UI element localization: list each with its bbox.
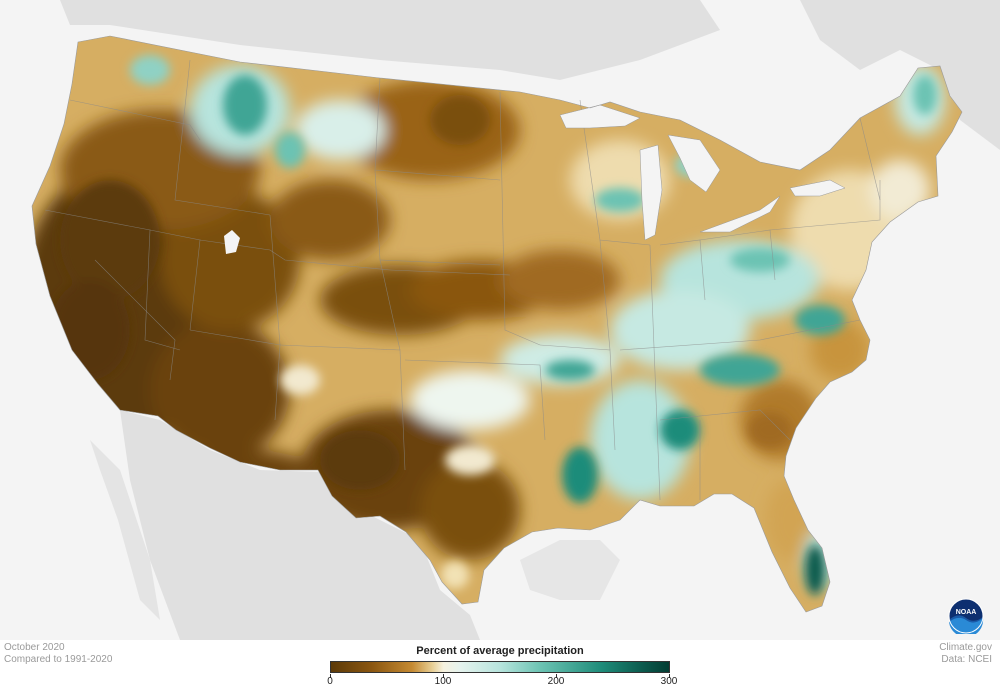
comparison-label: Compared to 1991-2020 [4, 654, 113, 665]
legend-tick-label: 0 [327, 676, 333, 687]
legend-tick [443, 674, 444, 678]
legend-tick-label: 100 [434, 676, 452, 687]
legend-title: Percent of average precipitation [416, 645, 584, 657]
legend-tick [669, 674, 670, 678]
legend-tick [330, 674, 331, 678]
precipitation-map [31, 0, 1000, 640]
credit-site: Climate.gov [939, 642, 992, 653]
noaa-logo-icon: NOAA [948, 598, 984, 634]
legend-tick-label: 200 [547, 676, 565, 687]
surrounding-land [60, 0, 1000, 640]
date-label: October 2020 [4, 642, 65, 653]
legend-tick-label: 300 [660, 676, 678, 687]
footer: October 2020 Compared to 1991-2020 Clima… [0, 640, 1000, 690]
map-area: NOAA [0, 0, 1000, 640]
credit-data: Data: NCEI [941, 654, 992, 665]
legend-tick [556, 674, 557, 678]
legend-color-bar [330, 661, 670, 673]
state-boundaries [44, 59, 881, 501]
great-salt-lake [224, 230, 240, 254]
great-lakes [559, 104, 846, 241]
us-outline [31, 35, 963, 613]
noaa-logo-text: NOAA [956, 609, 977, 616]
